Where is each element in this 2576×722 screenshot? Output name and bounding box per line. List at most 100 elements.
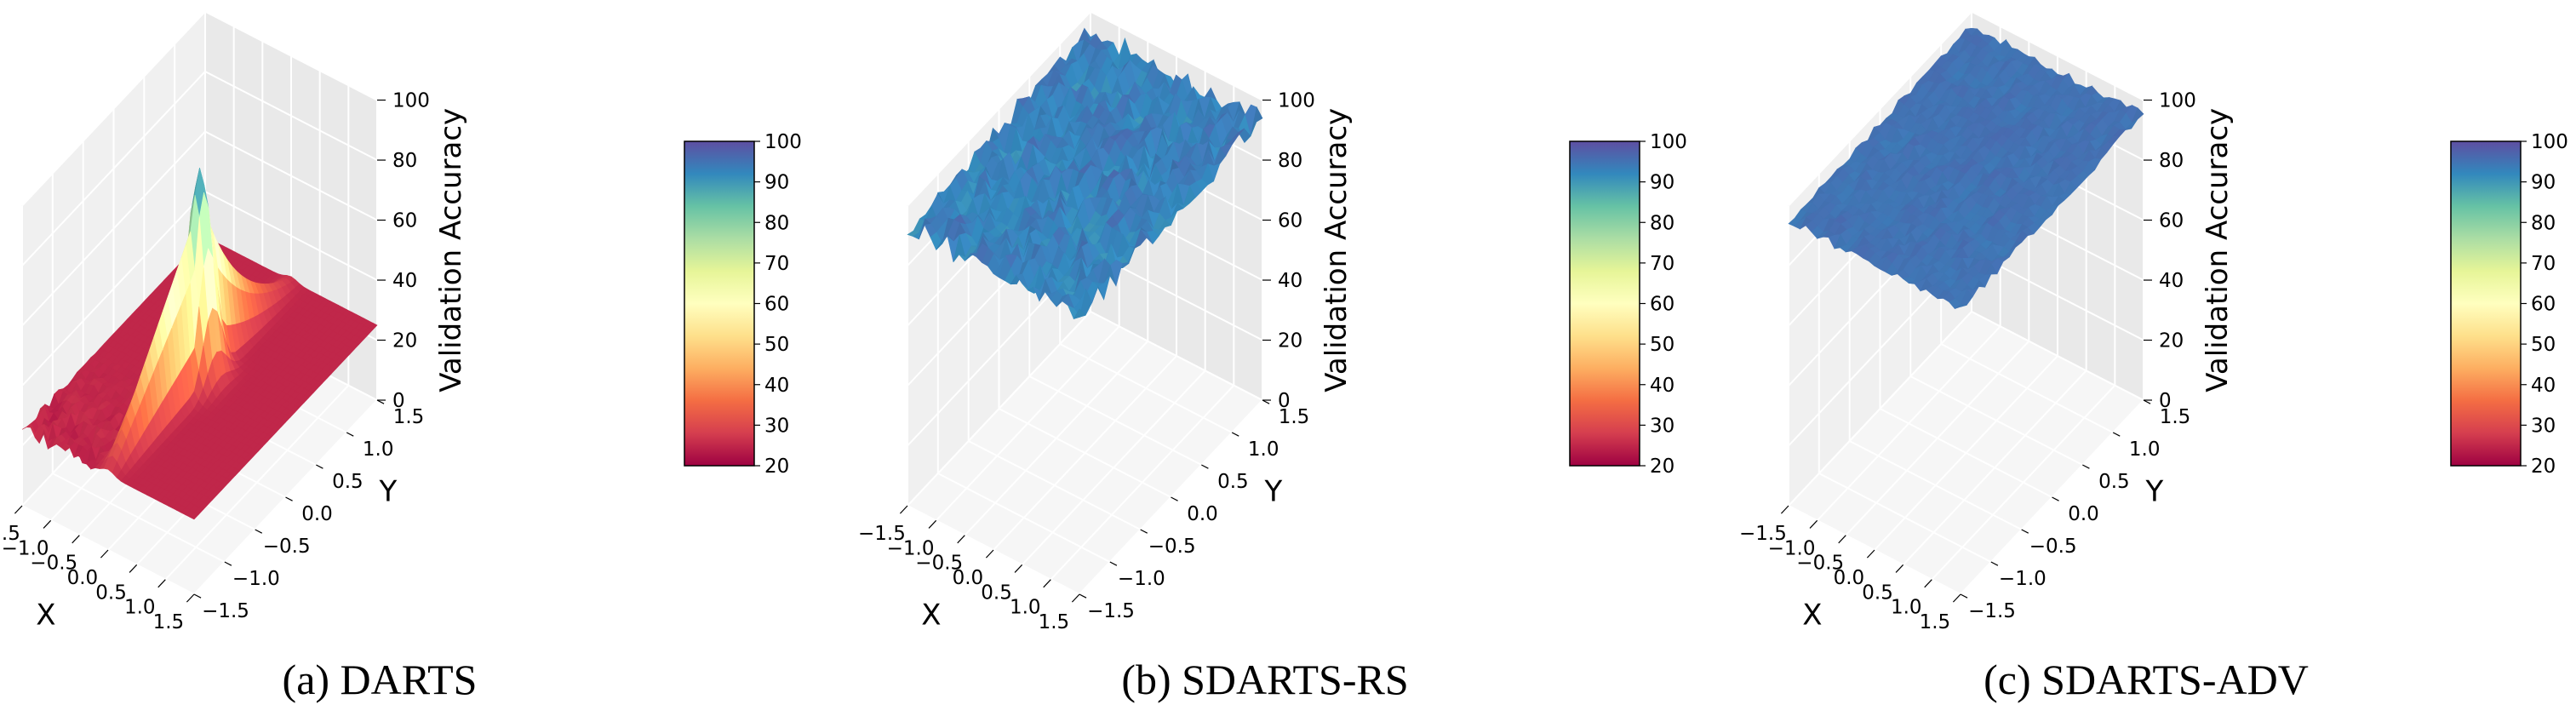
y-tick bbox=[1079, 593, 1087, 599]
x-tick-label: 1.5 bbox=[1039, 611, 1070, 633]
y-tick bbox=[2112, 432, 2121, 437]
z-tick-label: 40 bbox=[2159, 270, 2184, 292]
x-axis: −1.5−1.0−0.50.00.51.01.5 X bbox=[1739, 505, 1961, 633]
x-tick bbox=[1071, 593, 1080, 603]
z-tick-label: 100 bbox=[392, 90, 430, 112]
colorbar-tick-label: 50 bbox=[764, 334, 789, 356]
panel-caption: (b) SDARTS-RS bbox=[1121, 656, 1408, 703]
x-tick bbox=[72, 535, 80, 544]
x-tick-label: 1.0 bbox=[1891, 597, 1922, 619]
colorbar: 20 30 40 50 60 70 80 90 100 bbox=[2450, 131, 2568, 478]
y-tick bbox=[2082, 464, 2090, 469]
y-axis: −1.5 −1.0 −0.5 0.0 0.5 1.0 1.5 Y bbox=[1960, 399, 2190, 622]
x-tick bbox=[1924, 579, 1932, 588]
y-tick-label: 0.0 bbox=[1187, 503, 1218, 525]
colorbar-tick-label: 100 bbox=[764, 131, 802, 153]
x-tick bbox=[100, 549, 109, 559]
x-tick-label: −1.0 bbox=[2, 537, 49, 559]
z-axis-label: Validation Accuracy bbox=[2201, 108, 2235, 393]
x-tick-label: 1.5 bbox=[1920, 611, 1951, 633]
x-tick-label: 0.0 bbox=[67, 567, 99, 589]
colorbar-gradient bbox=[1569, 140, 1640, 467]
y-axis-label: Y bbox=[2145, 474, 2164, 508]
colorbar-tick-label: 100 bbox=[1650, 131, 1687, 153]
x-tick-label: 0.5 bbox=[981, 582, 1012, 604]
y-tick bbox=[346, 432, 354, 437]
y-tick bbox=[1231, 432, 1239, 437]
y-tick bbox=[1109, 561, 1118, 566]
x-tick-label: 1.0 bbox=[1010, 597, 1041, 619]
y-tick bbox=[1171, 496, 1178, 501]
z-tick-label: 20 bbox=[1278, 330, 1302, 352]
z-tick-label: 20 bbox=[392, 330, 417, 352]
y-tick-label: −1.5 bbox=[202, 600, 249, 622]
x-tick bbox=[957, 535, 965, 544]
colorbar-tick-label: 50 bbox=[2531, 334, 2556, 356]
x-tick bbox=[985, 549, 994, 559]
y-axis-label: Y bbox=[379, 474, 398, 508]
colorbar: 20 30 40 50 60 70 80 90 100 bbox=[684, 131, 802, 478]
z-tick-label: 0 bbox=[1278, 390, 1291, 412]
y-tick-label: −1.5 bbox=[1087, 600, 1135, 622]
y-tick-label: −1.0 bbox=[1118, 568, 1165, 590]
x-tick bbox=[1043, 579, 1051, 588]
colorbar-tick-label: 90 bbox=[2531, 172, 2556, 194]
gridline-z bbox=[21, 130, 378, 327]
x-tick-label: 0.0 bbox=[1834, 567, 1865, 589]
x-tick-label: 1.0 bbox=[124, 597, 156, 619]
x-tick-label: −1.0 bbox=[1768, 537, 1816, 559]
x-tick bbox=[157, 579, 166, 588]
panel-plateau: −1.5−1.0−0.50.00.51.01.5X −1.5−1.0−0.50.0… bbox=[858, 10, 1687, 703]
gridline-z bbox=[21, 70, 378, 266]
y-tick bbox=[376, 399, 385, 404]
y-tick bbox=[255, 529, 263, 534]
surface-cell bbox=[1955, 303, 1967, 309]
surface-cell bbox=[189, 512, 199, 520]
y-axis: −1.5 −1.0 −0.5 0.0 0.5 1.0 1.5 Y bbox=[193, 399, 424, 622]
x-tick bbox=[1014, 564, 1023, 573]
x-tick bbox=[43, 519, 52, 529]
y-tick-label: 1.0 bbox=[1248, 438, 1279, 461]
colorbar-tick-label: 70 bbox=[764, 253, 789, 275]
y-tick bbox=[1140, 529, 1148, 534]
x-axis: −1.5−1.0−0.50.00.51.01.5 X bbox=[858, 505, 1080, 633]
y-tick-label: −0.5 bbox=[263, 536, 311, 558]
y-tick-label: −1.0 bbox=[1999, 568, 2046, 590]
colorbar-tick-label: 80 bbox=[764, 212, 789, 234]
y-tick bbox=[1960, 593, 1968, 599]
z-tick-label: 60 bbox=[2159, 210, 2184, 232]
x-axis-label: X bbox=[1802, 599, 1822, 633]
x-tick-label: 0.5 bbox=[1862, 582, 1893, 604]
gridline-z bbox=[1788, 310, 2144, 507]
x-tick bbox=[1866, 549, 1875, 559]
colorbar-tick-label: 30 bbox=[2531, 415, 2556, 437]
x-tick bbox=[14, 505, 23, 514]
z-tick-label: 40 bbox=[1278, 270, 1302, 292]
x-tick-label: −1.5 bbox=[0, 523, 20, 545]
x-tick bbox=[1809, 519, 1818, 529]
colorbar-tick-label: 80 bbox=[1650, 212, 1674, 234]
x-axis: −1.5−1.0−0.50.00.51.01.5 X bbox=[0, 505, 195, 633]
colorbar-tick-label: 40 bbox=[764, 375, 789, 397]
y-tick bbox=[1201, 464, 1209, 469]
x-tick bbox=[1780, 505, 1789, 514]
x-tick-label: −0.5 bbox=[30, 553, 77, 575]
colorbar-tick-label: 70 bbox=[1650, 253, 1674, 275]
colorbar-tick-label: 20 bbox=[2531, 456, 2556, 478]
y-tick bbox=[2052, 496, 2059, 501]
gridline-z bbox=[907, 310, 1263, 507]
x-tick-label: 0.5 bbox=[95, 582, 127, 604]
colorbar-tick-label: 60 bbox=[2531, 294, 2556, 316]
y-tick bbox=[1262, 399, 1270, 404]
colorbar-tick-label: 40 bbox=[1650, 375, 1674, 397]
panel-peak: −1.5−1.0−0.50.00.51.01.5X−1.5−1.0−0.50.0… bbox=[0, 10, 802, 703]
z-tick-label: 80 bbox=[2159, 150, 2184, 172]
z-axis-label: Validation Accuracy bbox=[434, 108, 468, 393]
y-tick-label: 0.0 bbox=[2068, 503, 2099, 525]
y-tick-label: −1.5 bbox=[1968, 600, 2016, 622]
y-tick-label: 0.5 bbox=[2098, 471, 2130, 493]
colorbar-tick-label: 20 bbox=[764, 456, 789, 478]
z-tick-label: 40 bbox=[392, 270, 417, 292]
